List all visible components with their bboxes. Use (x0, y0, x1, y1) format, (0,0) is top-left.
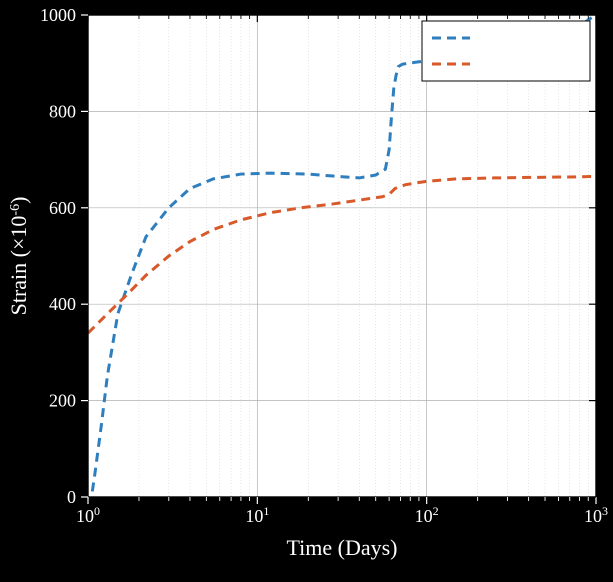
chart-container: 10010110210302004006008001000Time (Days)… (0, 0, 613, 582)
y-tick-label: 0 (67, 487, 76, 507)
legend-label: Estimated (478, 54, 550, 74)
legend-label: Exp. Data (478, 28, 550, 48)
y-tick-label: 1000 (40, 5, 76, 25)
y-tick-label: 200 (49, 391, 76, 411)
legend: Exp. Data Estimated (422, 21, 590, 81)
y-tick-label: 400 (49, 294, 76, 314)
line-chart: 10010110210302004006008001000Time (Days)… (0, 0, 613, 582)
y-tick-label: 600 (49, 198, 76, 218)
x-axis-label: Time (Days) (286, 535, 397, 560)
y-tick-label: 800 (49, 101, 76, 121)
